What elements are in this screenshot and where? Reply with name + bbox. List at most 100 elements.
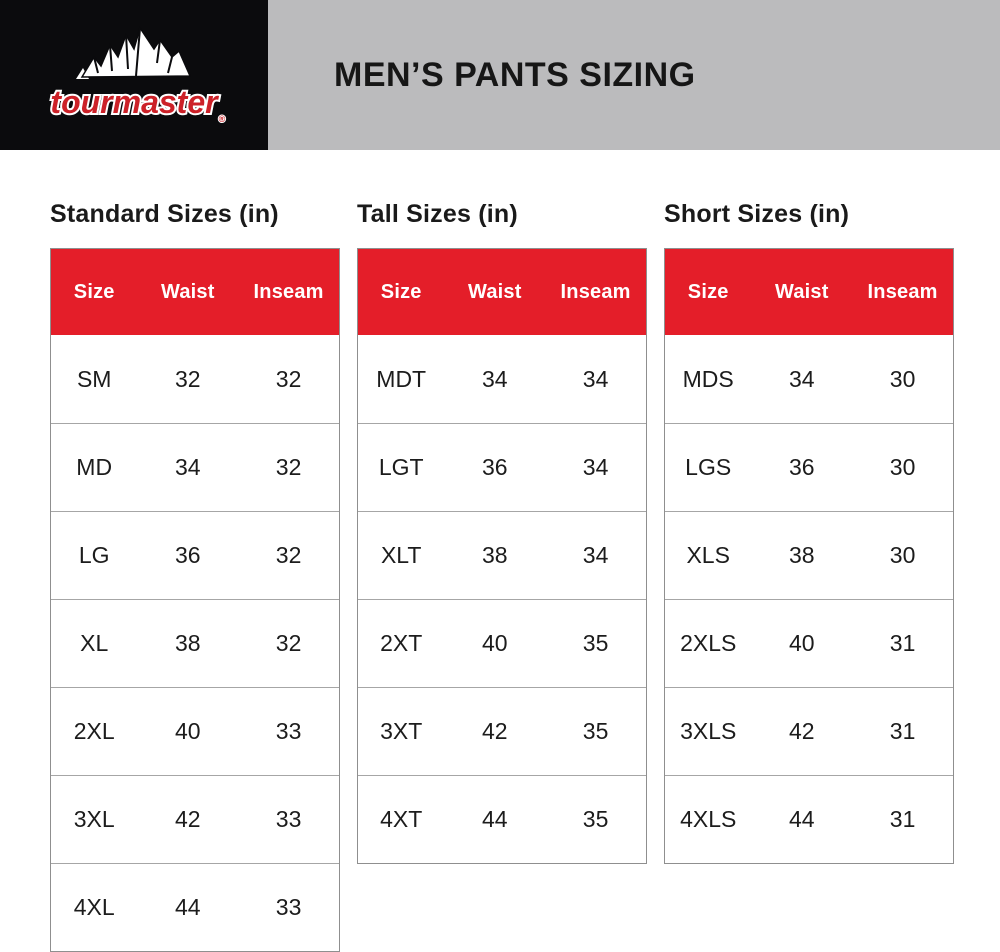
table-row: 3XLS 42 31 — [665, 687, 953, 775]
table-cell: 31 — [889, 630, 916, 656]
short-sizes-section: Short Sizes (in) Size Waist Inseam MDS 34… — [664, 200, 954, 864]
table-row: XLT 38 34 — [358, 511, 646, 599]
table-cell: 42 — [788, 718, 815, 744]
table-cell: 4XL — [73, 894, 115, 920]
column-header-inseam: Inseam — [560, 280, 631, 303]
table-header-row: Size Waist Inseam — [51, 249, 339, 335]
table-row: 4XLS 44 31 — [665, 775, 953, 863]
table-cell: 38 — [788, 542, 815, 568]
tall-sizes-table: Size Waist Inseam MDT 34 34 LGT 36 34 XLT 38 34 2… — [357, 248, 647, 864]
standard-sizes-table: Size Waist Inseam SM 32 32 MD 34 32 LG 36 32 XL 38… — [50, 248, 340, 952]
table-row: LGT 36 34 — [358, 423, 646, 511]
table-cell: 35 — [582, 806, 609, 832]
table-cell: 32 — [275, 454, 302, 480]
table-cell: 35 — [582, 630, 609, 656]
table-cell: 36 — [174, 542, 201, 568]
column-header-waist: Waist — [467, 280, 522, 303]
table-cell: 34 — [582, 365, 609, 392]
table-cell: 2XL — [73, 718, 115, 744]
tourmaster-logo: tourmaster ® — [0, 0, 268, 150]
table-cell: 33 — [275, 806, 302, 832]
table-cell: 44 — [174, 894, 201, 920]
table-cell: 35 — [582, 718, 609, 744]
table-row: 4XL 44 33 — [51, 863, 339, 951]
table-cell: 44 — [788, 806, 815, 832]
table-cell: LGS — [685, 454, 732, 480]
table-cell: MD — [76, 454, 113, 480]
table-row: LG 36 32 — [51, 511, 339, 599]
table-cell: 38 — [174, 630, 201, 656]
tall-sizes-section: Tall Sizes (in) Size Waist Inseam MDT 34 3… — [357, 200, 647, 864]
table-cell: 3XL — [73, 806, 115, 832]
title-banner: MEN’S PANTS SIZING — [268, 0, 1000, 150]
table-cell: 4XT — [380, 806, 423, 832]
table-cell: 31 — [889, 718, 916, 744]
table-row: XL 38 32 — [51, 599, 339, 687]
column-header-waist: Waist — [774, 280, 829, 303]
table-header-row: Size Waist Inseam — [665, 249, 953, 335]
table-cell: 30 — [889, 454, 916, 480]
table-cell: 32 — [275, 365, 302, 392]
table-row: 3XL 42 33 — [51, 775, 339, 863]
section-title-standard: Standard Sizes (in) — [50, 200, 279, 228]
table-cell: 30 — [889, 542, 916, 568]
sizing-tables: Standard Sizes (in) Size Waist Inseam SM… — [0, 200, 1000, 952]
table-header-row: Size Waist Inseam — [358, 249, 646, 335]
table-cell: XLS — [686, 542, 730, 568]
table-cell: 33 — [275, 718, 302, 744]
column-header-size: Size — [687, 280, 729, 303]
table-row: 3XT 42 35 — [358, 687, 646, 775]
table-row: 2XL 40 33 — [51, 687, 339, 775]
column-header-waist: Waist — [160, 280, 215, 303]
table-cell: XL — [80, 630, 109, 656]
table-row: MDT 34 34 — [358, 335, 646, 423]
short-sizes-table: Size Waist Inseam MDS 34 30 LGS 36 30 XLS 38 30 2… — [664, 248, 954, 864]
table-cell: 34 — [174, 454, 201, 480]
column-header-inseam: Inseam — [867, 280, 938, 303]
table-cell: LGT — [378, 454, 424, 480]
table-cell: 36 — [788, 454, 815, 480]
table-cell: 42 — [481, 718, 508, 744]
table-row: MD 34 32 — [51, 423, 339, 511]
table-cell: MDS — [682, 365, 734, 392]
table-cell: 34 — [582, 542, 609, 568]
table-cell: 40 — [788, 630, 815, 656]
standard-sizes-section: Standard Sizes (in) Size Waist Inseam SM… — [50, 200, 340, 952]
section-title-tall: Tall Sizes (in) — [357, 200, 518, 228]
table-body: MDS 34 30 LGS 36 30 XLS 38 30 2XLS 40 31 3XLS 42 31 4XL… — [665, 335, 953, 863]
table-cell: 31 — [889, 806, 916, 832]
table-cell: 30 — [889, 365, 916, 392]
table-cell: 2XLS — [680, 630, 737, 656]
table-body: SM 32 32 MD 34 32 LG 36 32 XL 38 32 2XL 40 33 3XL 42 33 4X… — [51, 335, 339, 951]
registered-mark: ® — [219, 114, 226, 124]
table-row: 2XT 40 35 — [358, 599, 646, 687]
table-cell: 38 — [481, 542, 508, 568]
table-cell: 3XT — [380, 718, 423, 744]
table-cell: MDT — [376, 365, 427, 392]
table-row: 2XLS 40 31 — [665, 599, 953, 687]
section-title-short: Short Sizes (in) — [664, 200, 850, 228]
table-cell: 3XLS — [680, 718, 737, 744]
column-header-size: Size — [73, 280, 115, 303]
page-title: MEN’S PANTS SIZING — [334, 55, 696, 94]
table-cell: 33 — [275, 894, 302, 920]
brand-wordmark-text: tourmaster — [50, 84, 219, 120]
table-row: 4XT 44 35 — [358, 775, 646, 863]
table-cell: 2XT — [380, 630, 423, 656]
table-cell: XLT — [380, 542, 422, 568]
table-row: XLS 38 30 — [665, 511, 953, 599]
table-cell: 32 — [275, 630, 302, 656]
table-cell: 32 — [174, 365, 201, 392]
table-row: MDS 34 30 — [665, 335, 953, 423]
table-cell: 40 — [481, 630, 508, 656]
table-cell: 34 — [788, 365, 815, 392]
table-cell: 42 — [174, 806, 201, 832]
column-header-size: Size — [380, 280, 422, 303]
table-cell: SM — [76, 365, 112, 392]
table-row: LGS 36 30 — [665, 423, 953, 511]
table-cell: 34 — [481, 365, 508, 392]
table-cell: 4XLS — [680, 806, 737, 832]
column-header-inseam: Inseam — [253, 280, 324, 303]
table-cell: LG — [78, 542, 110, 568]
table-cell: 40 — [174, 718, 201, 744]
